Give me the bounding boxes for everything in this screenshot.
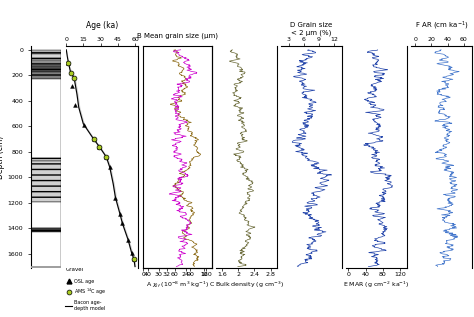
Bar bbox=[31, 79, 61, 158]
Circle shape bbox=[0, 272, 177, 273]
Circle shape bbox=[0, 268, 159, 269]
Bar bbox=[31, 50, 61, 54]
Title: D Grain size
< 2 μm (%): D Grain size < 2 μm (%) bbox=[290, 22, 333, 36]
Bar bbox=[31, 267, 61, 273]
Text: L1LL1: L1LL1 bbox=[66, 116, 82, 121]
X-axis label: A $\chi_{lf}$ (10$^{-8}$ m$^3$ kg$^{-1}$): A $\chi_{lf}$ (10$^{-8}$ m$^3$ kg$^{-1}$… bbox=[146, 280, 209, 290]
Text: L1LL2: L1LL2 bbox=[66, 212, 82, 217]
Bar bbox=[31, 158, 61, 161]
Circle shape bbox=[0, 267, 177, 268]
Circle shape bbox=[0, 270, 177, 271]
Text: Gravel: Gravel bbox=[66, 267, 84, 272]
Bar bbox=[31, 66, 61, 72]
Text: S0: S0 bbox=[66, 72, 73, 77]
Y-axis label: Depth (cm): Depth (cm) bbox=[0, 135, 5, 178]
Legend: OSL age, AMS $^{14}$C age, Bacon age-
depth model: OSL age, AMS $^{14}$C age, Bacon age- de… bbox=[65, 279, 107, 311]
Title: B Mean grain size (μm): B Mean grain size (μm) bbox=[137, 33, 218, 39]
Bar bbox=[31, 161, 61, 202]
Bar bbox=[31, 54, 61, 60]
Circle shape bbox=[0, 271, 159, 272]
Circle shape bbox=[0, 267, 159, 268]
Circle shape bbox=[0, 267, 168, 268]
X-axis label: E MAR (g cm$^{-2}$ ka$^{-1}$): E MAR (g cm$^{-2}$ ka$^{-1}$) bbox=[343, 280, 410, 290]
Circle shape bbox=[0, 268, 177, 269]
Bar bbox=[31, 72, 61, 79]
Text: L1SS1: L1SS1 bbox=[66, 179, 83, 184]
Circle shape bbox=[0, 272, 168, 273]
Circle shape bbox=[0, 268, 168, 269]
Circle shape bbox=[0, 270, 168, 271]
Bar bbox=[31, 60, 61, 66]
Circle shape bbox=[0, 272, 159, 273]
Title: F AR (cm ka$^{-1}$): F AR (cm ka$^{-1}$) bbox=[415, 20, 468, 32]
Bar bbox=[31, 202, 61, 228]
Circle shape bbox=[0, 270, 159, 271]
Circle shape bbox=[0, 271, 168, 272]
Bar bbox=[31, 228, 61, 232]
Circle shape bbox=[0, 271, 177, 272]
Bar bbox=[31, 232, 61, 267]
X-axis label: C Bulk density (g cm$^{-3}$): C Bulk density (g cm$^{-3}$) bbox=[209, 280, 284, 290]
Title: Age (ka): Age (ka) bbox=[86, 22, 118, 30]
